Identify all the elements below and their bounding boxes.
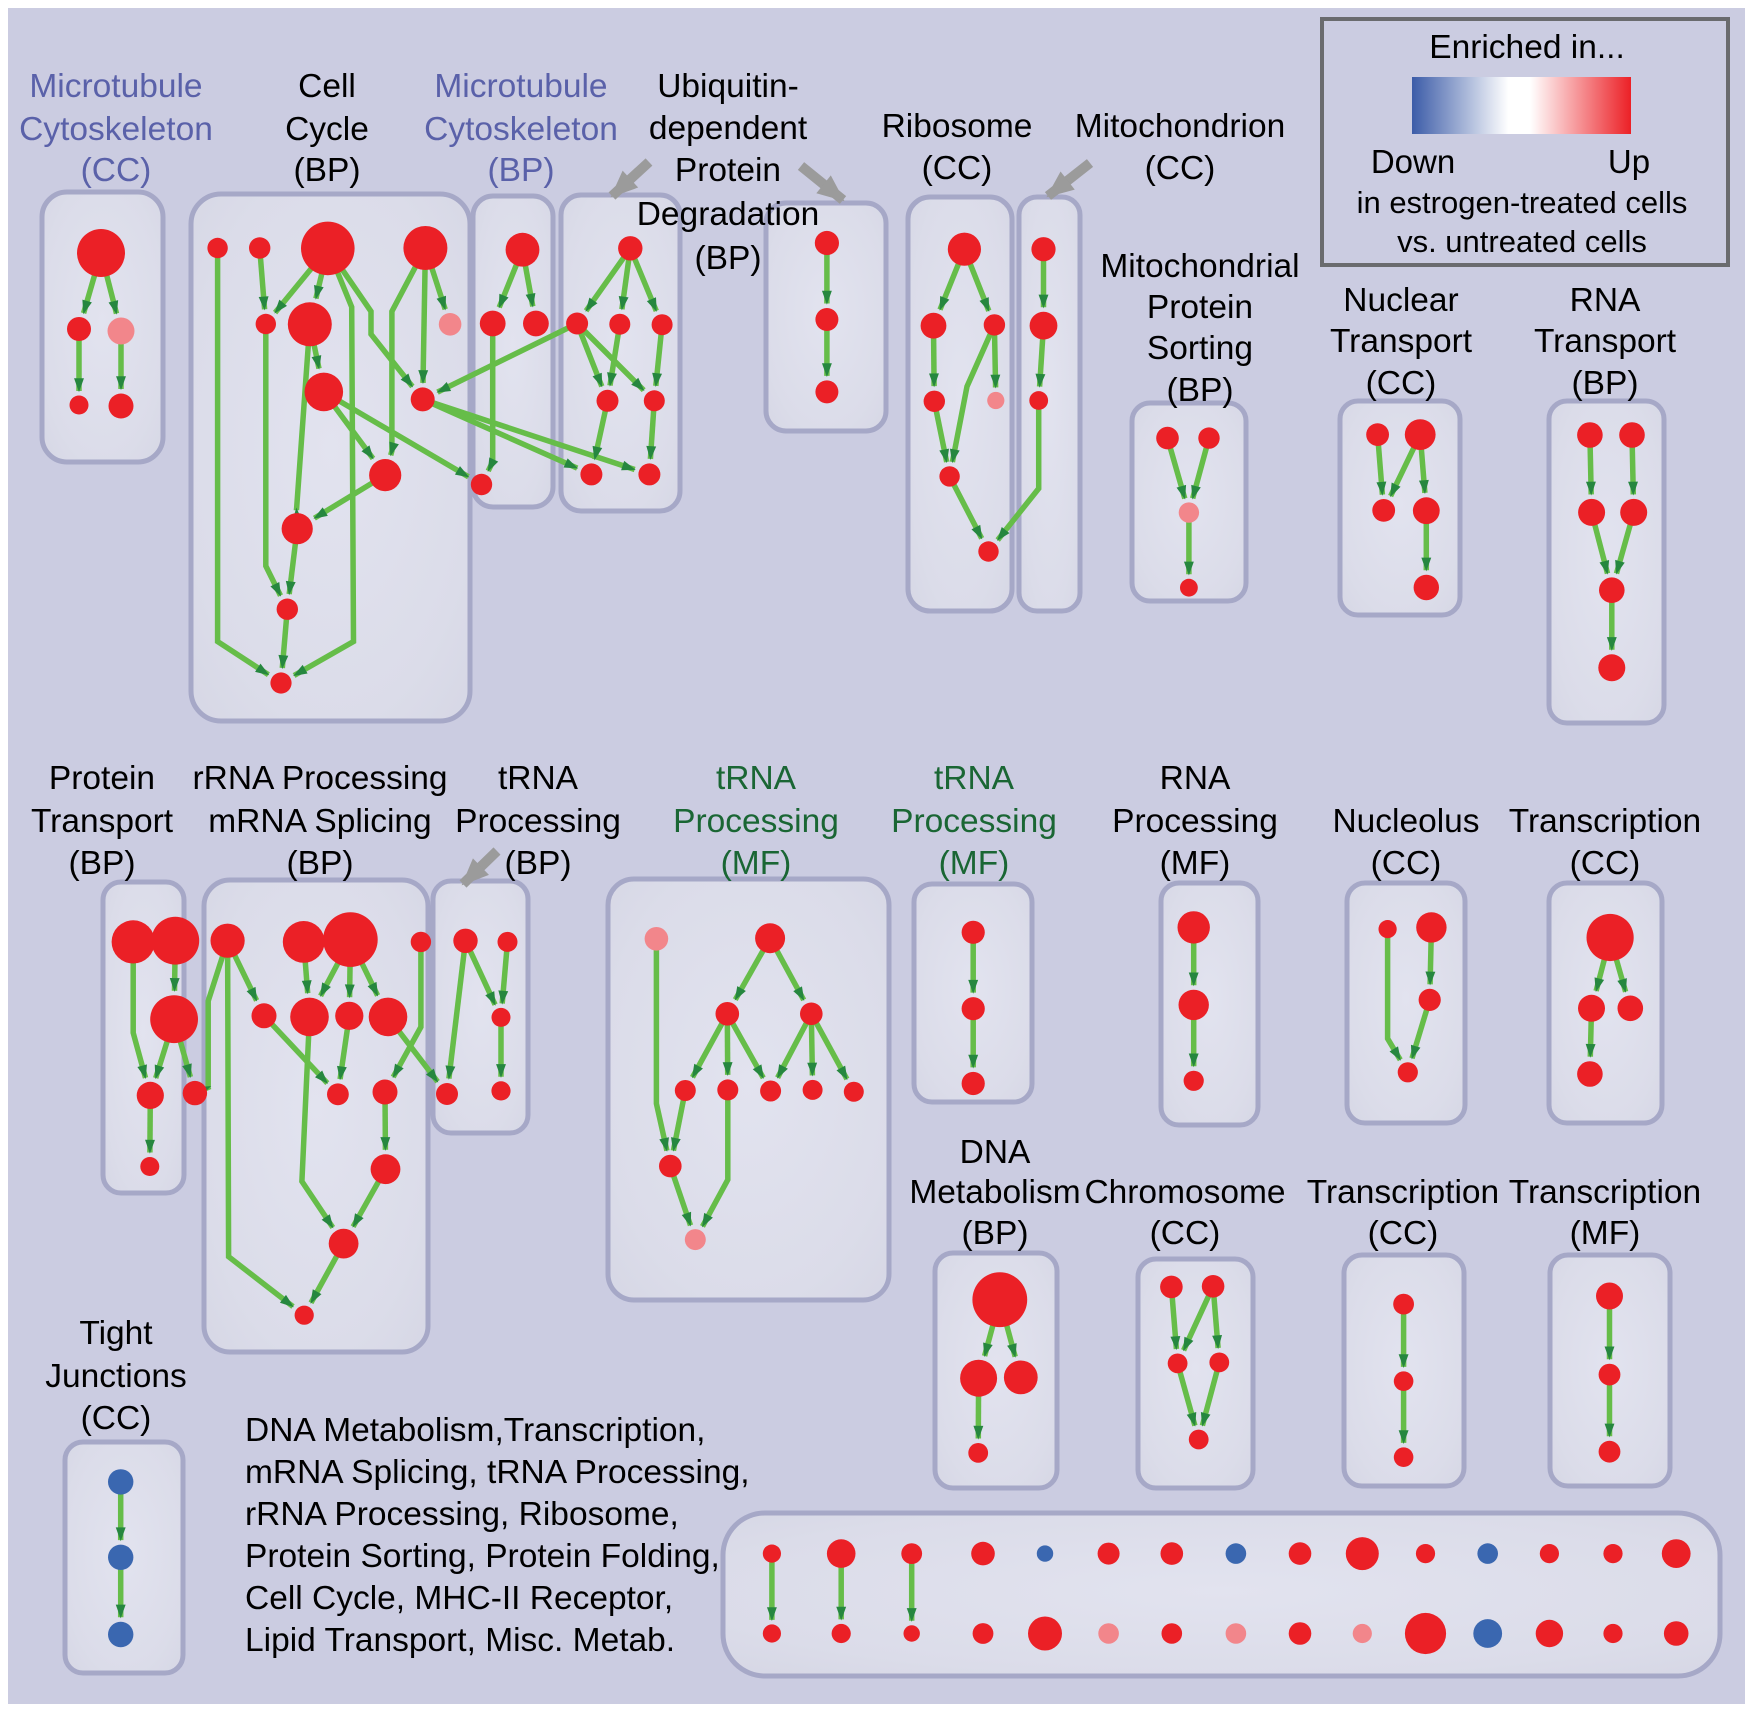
svg-text:Ubiquitin-: Ubiquitin- (657, 68, 799, 105)
svg-text:Protein Sorting, Protein Foldi: Protein Sorting, Protein Folding, (245, 1538, 720, 1575)
svg-text:Nucleolus: Nucleolus (1332, 803, 1479, 840)
svg-text:(BP): (BP) (1572, 365, 1639, 402)
svg-text:(BP): (BP) (505, 845, 572, 882)
svg-text:Microtubule: Microtubule (434, 68, 607, 105)
svg-text:Cell Cycle, MHC-II Receptor,: Cell Cycle, MHC-II Receptor, (245, 1580, 673, 1617)
svg-text:Cytoskeleton: Cytoskeleton (19, 111, 213, 148)
svg-text:Lipid Transport, Misc. Metab.: Lipid Transport, Misc. Metab. (245, 1622, 675, 1659)
svg-text:(MF): (MF) (1160, 845, 1231, 882)
svg-text:(BP): (BP) (69, 845, 136, 882)
svg-text:(CC): (CC) (81, 152, 152, 189)
svg-text:Processing: Processing (455, 803, 621, 840)
svg-text:RNA: RNA (1160, 760, 1231, 797)
svg-text:(BP): (BP) (962, 1215, 1029, 1252)
svg-text:mRNA Splicing, tRNA Processing: mRNA Splicing, tRNA Processing, (245, 1454, 750, 1491)
svg-text:Chromosome: Chromosome (1084, 1174, 1285, 1211)
svg-text:rRNA Processing: rRNA Processing (192, 760, 447, 797)
svg-text:Cytoskeleton: Cytoskeleton (424, 111, 618, 148)
svg-text:Transcription: Transcription (1509, 1174, 1701, 1211)
svg-text:tRNA: tRNA (934, 760, 1015, 797)
svg-text:Processing: Processing (673, 803, 839, 840)
svg-text:Transport: Transport (1330, 323, 1473, 360)
svg-text:Up: Up (1608, 143, 1650, 180)
svg-text:Nuclear: Nuclear (1343, 282, 1458, 319)
svg-text:RNA: RNA (1570, 282, 1641, 319)
svg-text:mRNA Splicing: mRNA Splicing (208, 803, 431, 840)
svg-text:(CC): (CC) (1570, 845, 1641, 882)
svg-text:(CC): (CC) (1366, 365, 1437, 402)
svg-text:(MF): (MF) (1570, 1215, 1641, 1252)
svg-text:Protein: Protein (675, 152, 781, 189)
svg-text:(MF): (MF) (939, 845, 1010, 882)
svg-text:(CC): (CC) (1150, 1215, 1221, 1252)
svg-text:Processing: Processing (1112, 803, 1278, 840)
svg-text:DNA: DNA (960, 1134, 1031, 1171)
svg-text:Sorting: Sorting (1147, 330, 1253, 367)
svg-text:Junctions: Junctions (45, 1358, 187, 1395)
svg-text:Cell: Cell (298, 68, 356, 105)
svg-text:Metabolism: Metabolism (909, 1174, 1080, 1211)
svg-text:(CC): (CC) (81, 1400, 152, 1437)
svg-text:(BP): (BP) (488, 152, 555, 189)
svg-text:Protein: Protein (1147, 289, 1253, 326)
svg-text:(CC): (CC) (1368, 1215, 1439, 1252)
svg-text:rRNA Processing, Ribosome,: rRNA Processing, Ribosome, (245, 1496, 679, 1533)
svg-text:(BP): (BP) (287, 845, 354, 882)
svg-text:(MF): (MF) (721, 845, 792, 882)
svg-text:Transport: Transport (31, 803, 174, 840)
svg-text:Down: Down (1371, 143, 1455, 180)
svg-text:Microtubule: Microtubule (29, 68, 202, 105)
svg-text:(BP): (BP) (294, 152, 361, 189)
svg-text:DNA Metabolism,Transcription,: DNA Metabolism,Transcription, (245, 1412, 705, 1449)
svg-text:Processing: Processing (891, 803, 1057, 840)
svg-text:dependent: dependent (649, 110, 808, 147)
svg-text:in estrogen-treated cells: in estrogen-treated cells (1357, 185, 1688, 220)
svg-text:(CC): (CC) (1145, 150, 1216, 187)
svg-text:Transcription: Transcription (1307, 1174, 1499, 1211)
svg-text:(BP): (BP) (695, 240, 762, 277)
svg-text:tRNA: tRNA (716, 760, 797, 797)
svg-text:Mitochondrion: Mitochondrion (1075, 108, 1285, 145)
svg-text:Degradation: Degradation (637, 196, 820, 233)
svg-text:Ribosome: Ribosome (882, 108, 1033, 145)
svg-text:Mitochondrial: Mitochondrial (1100, 248, 1299, 285)
svg-text:(CC): (CC) (1371, 845, 1442, 882)
svg-text:Protein: Protein (49, 760, 155, 797)
svg-text:Transport: Transport (1534, 323, 1677, 360)
svg-text:(BP): (BP) (1167, 372, 1234, 409)
svg-text:Transcription: Transcription (1509, 803, 1701, 840)
svg-text:Enriched in...: Enriched in... (1429, 29, 1625, 66)
svg-text:Tight: Tight (79, 1315, 153, 1352)
svg-text:vs. untreated cells: vs. untreated cells (1397, 224, 1647, 259)
svg-text:tRNA: tRNA (498, 760, 579, 797)
svg-text:(CC): (CC) (922, 150, 993, 187)
svg-text:Cycle: Cycle (285, 111, 369, 148)
